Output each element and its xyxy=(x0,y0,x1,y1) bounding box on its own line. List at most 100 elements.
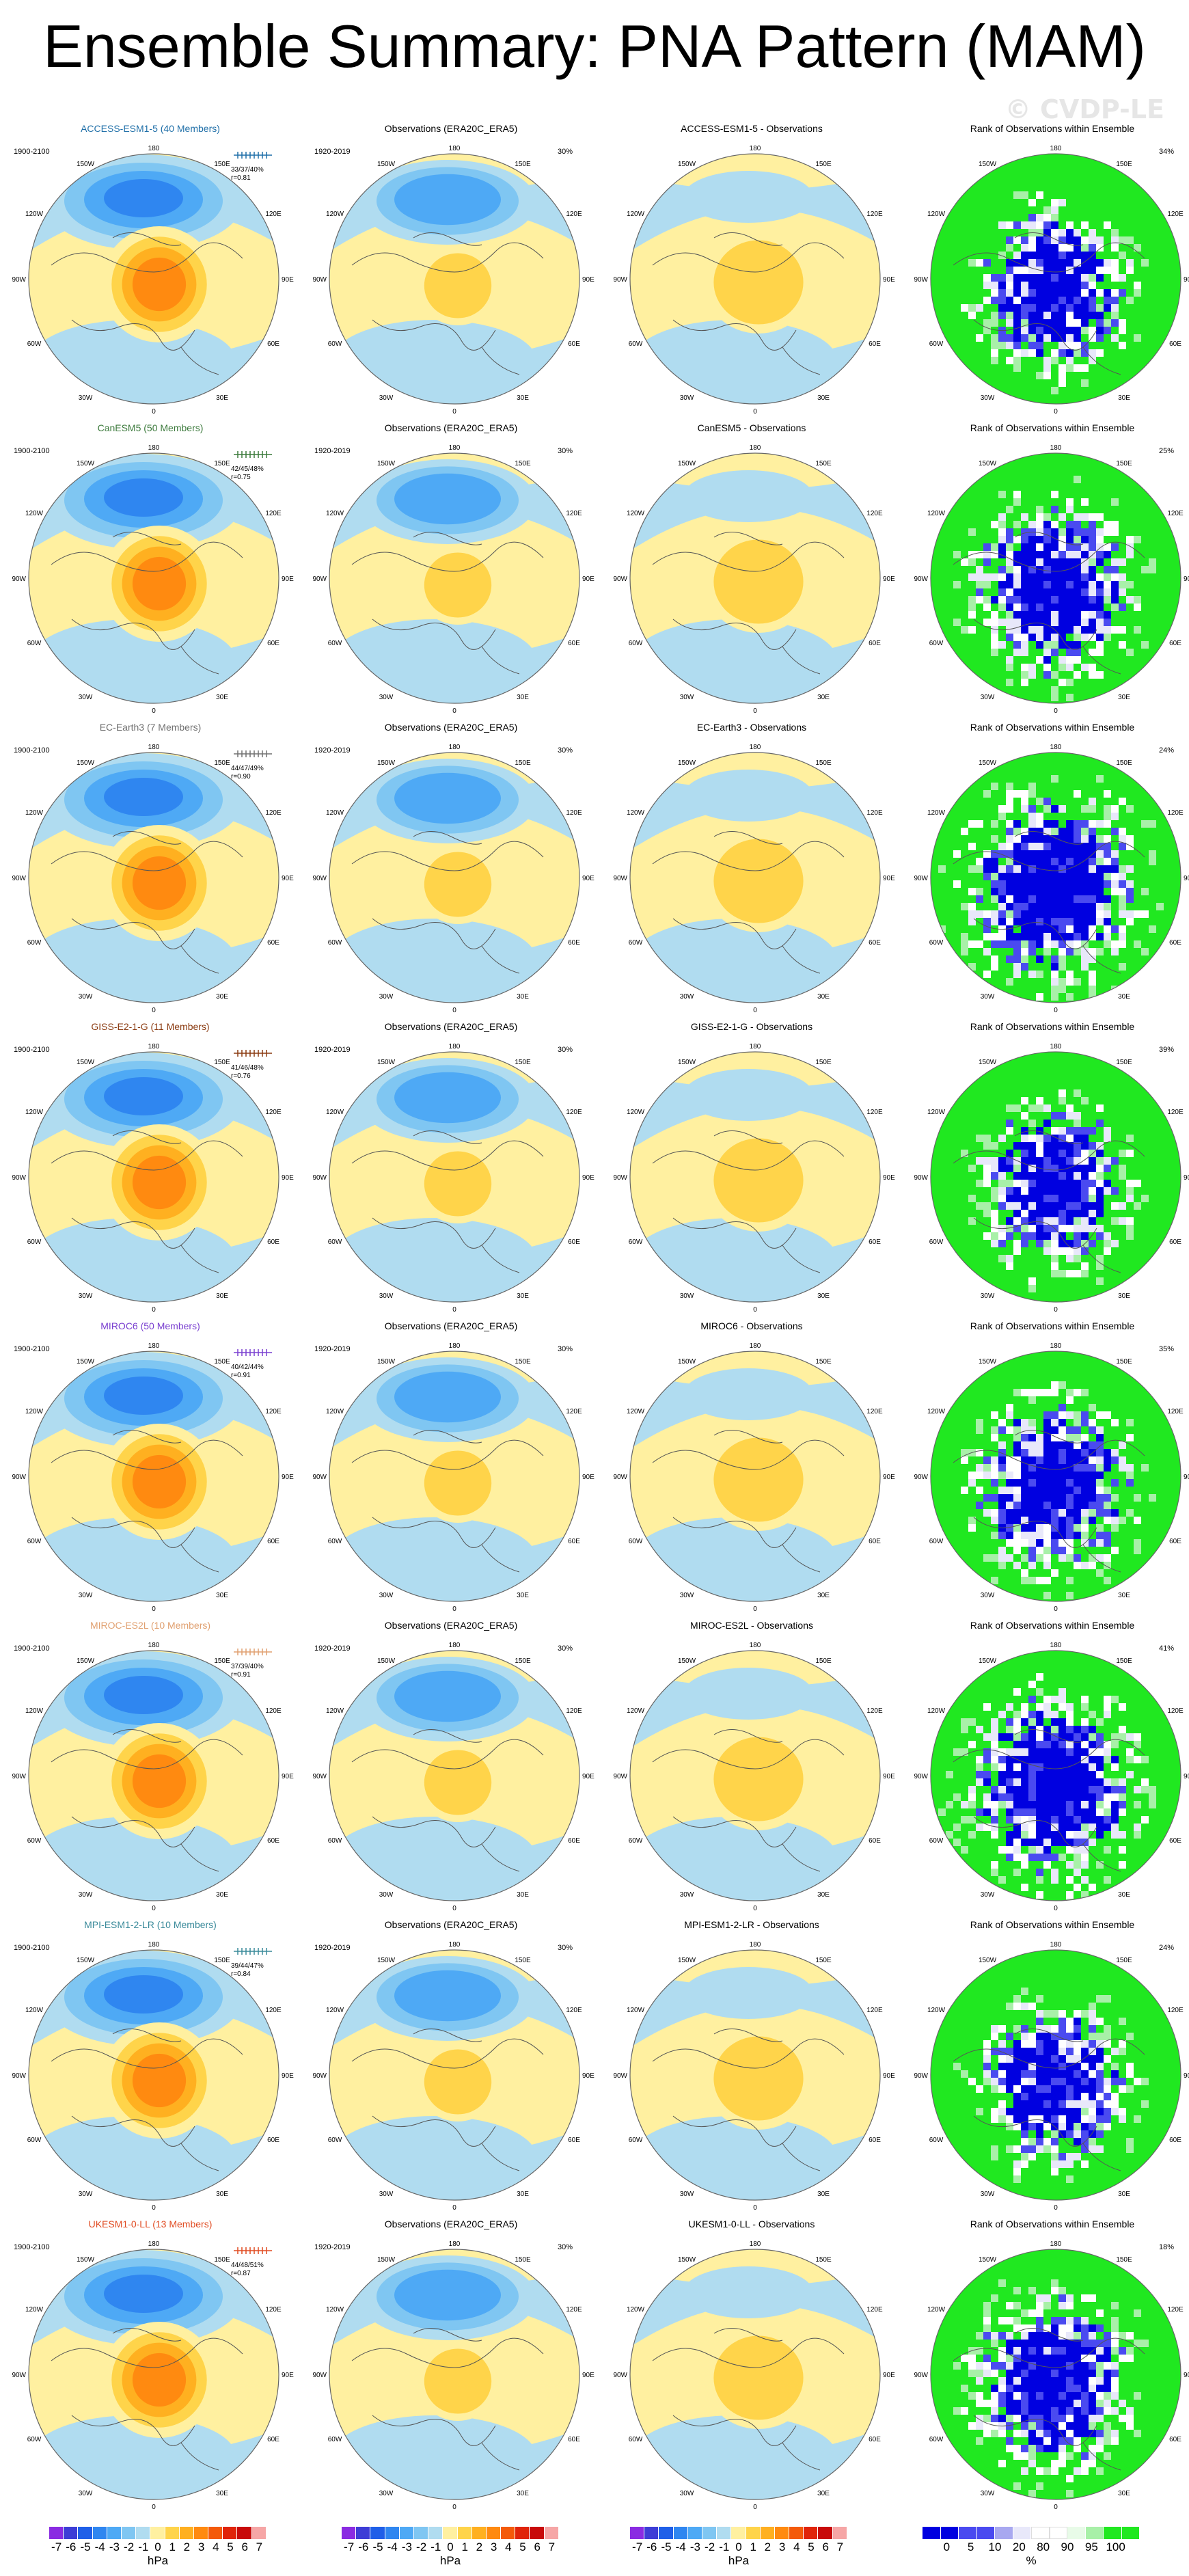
longitude-label: 90W xyxy=(312,1174,327,1182)
rank-cell xyxy=(991,1172,998,1180)
rank-cell xyxy=(1081,2130,1089,2138)
longitude-label: 90E xyxy=(282,2372,294,2379)
rank-cell xyxy=(1074,1741,1081,1748)
rank-cell xyxy=(1074,880,1081,888)
rank-cell xyxy=(953,2407,961,2415)
rank-cell xyxy=(1058,312,1066,319)
rank-cell xyxy=(1066,297,1074,304)
rank-cell xyxy=(998,334,1006,342)
colorbar-swatch xyxy=(630,2527,645,2539)
rank-cell xyxy=(1028,2153,1036,2160)
longitude-label: 180 xyxy=(1050,2240,1062,2248)
rank-cell xyxy=(1051,1135,1058,1142)
panel-title: MIROC-ES2L - Observations xyxy=(690,1620,813,1631)
colorbar-tick-label: -4 xyxy=(94,2540,105,2553)
rank-cell xyxy=(1074,349,1081,357)
longitude-label: 30E xyxy=(817,2490,830,2497)
rank-cell xyxy=(1096,1771,1104,1778)
longitude-label: 90W xyxy=(312,1474,327,1481)
rank-cell xyxy=(976,1726,983,1733)
rank-cell xyxy=(1036,798,1043,805)
rank-cell xyxy=(1089,1562,1096,1569)
rank-cell xyxy=(1074,2130,1081,2138)
longitude-label: 90W xyxy=(12,1174,26,1182)
rank-cell xyxy=(1021,619,1028,626)
rank-cell xyxy=(1043,2370,1051,2377)
rank-cell xyxy=(998,252,1006,259)
rank-cell xyxy=(1006,1180,1013,1187)
stats-percentiles: 41/46/48% xyxy=(231,1064,264,1072)
rank-cell xyxy=(1081,1097,1089,1104)
colorbar-hpa-2: -7 -6 -5 -4 -3 -2 -1 0 1 2 3 4 5 6 7 hPa xyxy=(342,2527,559,2569)
diff-panel: 180 0 90W 90E 150W 120W 60W 30W 150E 120E 60E 30E GI… xyxy=(601,1021,902,1315)
rank-cell xyxy=(1028,2048,1036,2055)
longitude-label: 150E xyxy=(1116,759,1132,767)
longitude-label: 150W xyxy=(77,1957,95,1964)
longitude-label: 180 xyxy=(148,744,160,751)
rank-cell xyxy=(1036,1816,1043,1823)
longitude-label: 60E xyxy=(869,939,881,947)
map-border xyxy=(629,153,881,405)
rank-cell xyxy=(1134,1756,1141,1763)
rank-cell xyxy=(1111,1786,1119,1793)
rank-cell xyxy=(1066,327,1074,334)
rank-cell xyxy=(1006,925,1013,933)
rank-cell xyxy=(1066,604,1074,611)
colorbar-tick-label: 0 xyxy=(735,2540,742,2553)
rank-cell xyxy=(1066,2324,1074,2332)
rank-cell xyxy=(1006,596,1013,604)
rank-cell xyxy=(1104,2422,1111,2430)
rank-cell xyxy=(1119,873,1126,880)
rank-cell xyxy=(1104,2347,1111,2355)
rank-cell xyxy=(1051,1696,1058,1703)
rank-cell xyxy=(1074,1517,1081,1524)
rank-cell xyxy=(1021,1187,1028,1195)
rank-cell xyxy=(1081,1846,1089,1854)
rank-cell xyxy=(1066,334,1074,342)
rank-cell xyxy=(1104,1786,1111,1793)
rank-cell xyxy=(1028,2093,1036,2100)
rank-cell xyxy=(1043,259,1051,267)
rank-cell xyxy=(1096,2055,1104,2063)
longitude-label: 60W xyxy=(929,1837,944,1845)
rank-cell xyxy=(1096,2347,1104,2355)
rank-cell xyxy=(1066,596,1074,604)
rank-cell xyxy=(1104,1494,1111,1502)
negative-anomaly-band xyxy=(632,1817,837,1899)
rank-cell xyxy=(976,940,983,948)
rank-cell xyxy=(991,2415,998,2422)
rank-cell xyxy=(1081,1487,1089,1494)
stats-percentiles: 40/42/44% xyxy=(231,1364,264,1371)
rank-cell xyxy=(1096,289,1104,297)
rank-cell xyxy=(1081,543,1089,551)
rank-cell xyxy=(1081,1172,1089,1180)
longitude-label: 60W xyxy=(629,1238,643,1246)
rank-cell xyxy=(968,1801,976,1808)
rank-cell xyxy=(1066,566,1074,573)
rank-cell xyxy=(983,282,991,289)
rank-cell xyxy=(1081,880,1089,888)
rank-cell xyxy=(983,865,991,873)
rank-cell xyxy=(1021,327,1028,334)
rank-cell xyxy=(1111,2108,1119,2115)
rank-cell xyxy=(1036,259,1043,267)
rank-cell xyxy=(1013,2108,1021,2115)
rank-cell xyxy=(1074,543,1081,551)
longitude-label: 150E xyxy=(815,161,832,168)
rank-cell xyxy=(1021,2108,1028,2115)
panel-title: Rank of Observations within Ensemble xyxy=(970,422,1135,433)
rank-cell xyxy=(1104,619,1111,626)
rank-cell xyxy=(1013,971,1021,978)
rank-cell xyxy=(1013,2168,1021,2175)
rank-cell xyxy=(968,910,976,918)
rank-cell xyxy=(1028,664,1036,671)
rank-cell xyxy=(1036,2430,1043,2437)
longitude-label: 0 xyxy=(753,1007,757,1014)
rank-cell xyxy=(991,1195,998,1202)
rank-cell xyxy=(983,2430,991,2437)
rank-cell xyxy=(1058,2340,1066,2347)
rank-cell xyxy=(1089,297,1096,304)
rank-cell xyxy=(1021,2392,1028,2400)
rank-cell xyxy=(1043,289,1051,297)
